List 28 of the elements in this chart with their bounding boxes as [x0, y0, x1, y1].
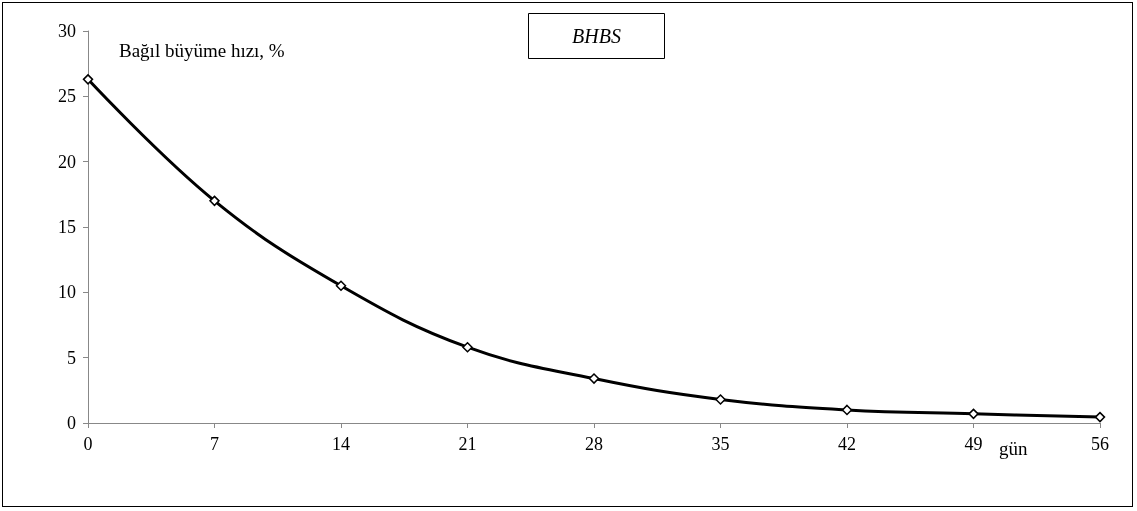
x-tick-label: 35	[711, 434, 730, 454]
y-tick-label: 30	[58, 21, 76, 41]
point	[841, 404, 853, 416]
point	[209, 195, 220, 207]
point	[335, 280, 347, 292]
y-tick-label: 10	[58, 282, 76, 303]
x-tick-label: 0	[83, 434, 93, 454]
x-axis-title: gün	[999, 438, 1028, 459]
x-tick-label: 49	[964, 434, 983, 454]
y-tick-label: 15	[58, 217, 76, 237]
y-axis-title: Bağıl büyüme hızı, %	[119, 40, 285, 61]
y-tick-label: 5	[67, 347, 76, 368]
x-tick-label: 14	[332, 434, 350, 454]
chart-title: BHBS	[572, 25, 621, 47]
point	[462, 341, 473, 353]
y-tick-label: 0	[67, 413, 76, 433]
x-tick-label: 21	[458, 434, 477, 454]
x-tick-label: 56	[1091, 434, 1109, 454]
point	[82, 74, 94, 85]
x-tick-label: 28	[585, 434, 603, 454]
y-tick-label: 25	[58, 86, 76, 107]
point	[968, 408, 979, 420]
y-tick-label: 20	[58, 151, 76, 172]
point	[588, 373, 600, 384]
x-tick-label: 42	[838, 434, 856, 454]
point	[1094, 411, 1106, 423]
x-tick-label: 7	[210, 434, 219, 454]
point	[715, 394, 726, 405]
